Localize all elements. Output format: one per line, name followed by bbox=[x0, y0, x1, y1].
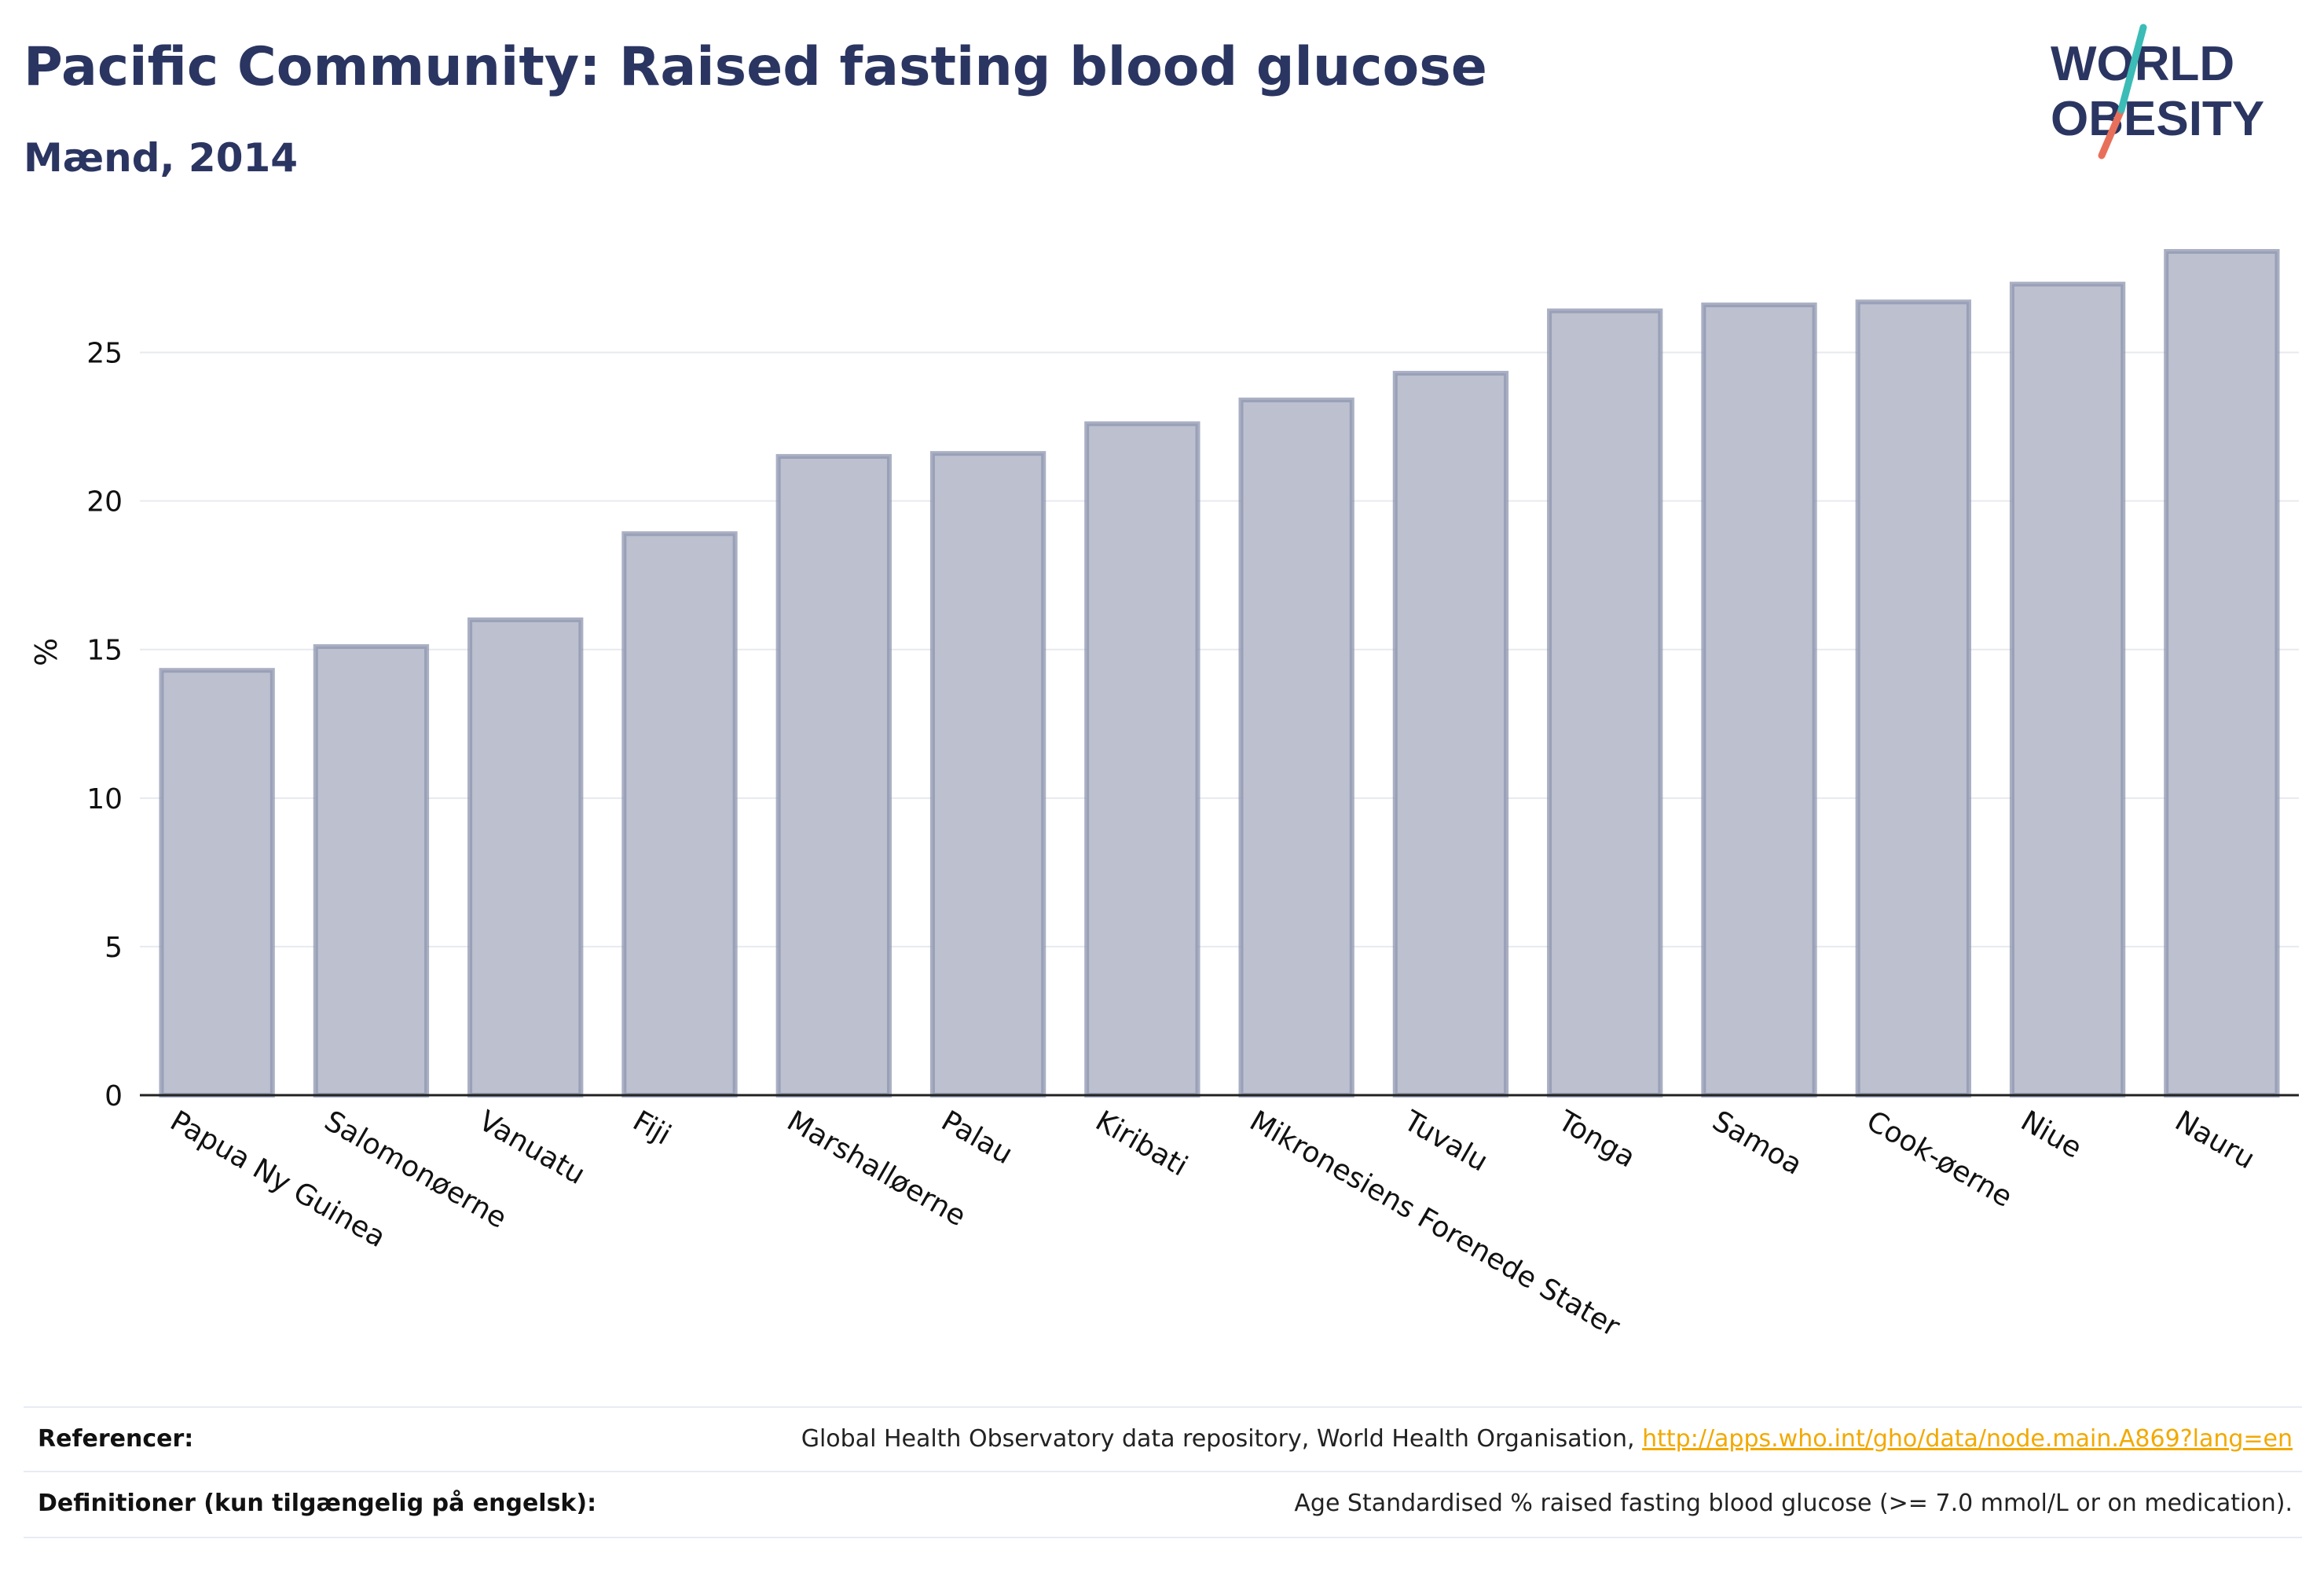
x-tick-label: Palau bbox=[936, 1105, 1018, 1171]
bar[interactable] bbox=[1701, 302, 1817, 1098]
logo-line2: OBESITY bbox=[2051, 92, 2264, 146]
bar[interactable] bbox=[2009, 281, 2126, 1098]
chart-title: Pacific Community: Raised fasting blood … bbox=[24, 36, 1487, 98]
y-axis-label: % bbox=[29, 638, 64, 666]
x-tick-label: Niue bbox=[2015, 1105, 2087, 1164]
bar[interactable] bbox=[313, 643, 430, 1098]
bar[interactable] bbox=[2164, 249, 2280, 1098]
bars bbox=[159, 249, 2280, 1098]
grid-lines bbox=[140, 351, 2299, 947]
definitions-row: Definitioner (kun tilgængelig på engelsk… bbox=[24, 1471, 2302, 1538]
bar[interactable] bbox=[1238, 398, 1354, 1098]
bar[interactable] bbox=[1855, 299, 1971, 1098]
references-label: Referencer: bbox=[38, 1425, 194, 1453]
definitions-text: Age Standardised % raised fasting blood … bbox=[1294, 1490, 2293, 1517]
x-tick-label: Fiji bbox=[628, 1105, 676, 1152]
references-text: Global Health Observatory data repositor… bbox=[801, 1425, 1635, 1453]
definitions-label: Definitioner (kun tilgængelig på engelsk… bbox=[38, 1490, 597, 1517]
y-tick-label: 5 bbox=[104, 932, 123, 964]
bar[interactable] bbox=[621, 531, 738, 1098]
bar[interactable] bbox=[1547, 308, 1663, 1098]
x-tick-label: Tuvalu bbox=[1398, 1105, 1493, 1178]
chart-subtitle: Mænd, 2014 bbox=[24, 135, 299, 181]
y-tick-label: 0 bbox=[104, 1080, 123, 1112]
x-tick-label: Samoa bbox=[1707, 1105, 1808, 1182]
y-tick-label: 15 bbox=[86, 635, 123, 667]
y-tick-label: 25 bbox=[86, 338, 123, 370]
world-obesity-logo: WORLD OBESITY bbox=[2051, 24, 2264, 159]
bar[interactable] bbox=[159, 668, 275, 1098]
x-tick-label: Vanuatu bbox=[473, 1105, 590, 1191]
bar[interactable] bbox=[1084, 421, 1200, 1098]
bar[interactable] bbox=[775, 453, 892, 1098]
references-row: Referencer: Global Health Observatory da… bbox=[24, 1406, 2302, 1472]
bar[interactable] bbox=[1392, 371, 1509, 1098]
references-link[interactable]: http://apps.who.int/gho/data/node.main.A… bbox=[1642, 1425, 2293, 1453]
logo-line1: WORLD bbox=[2051, 37, 2234, 91]
x-tick-label: Cook-øerne bbox=[1861, 1105, 2018, 1214]
x-tick-label: Tonga bbox=[1552, 1105, 1640, 1175]
bar[interactable] bbox=[467, 617, 584, 1098]
x-tick-label: Kiribati bbox=[1090, 1105, 1193, 1182]
y-tick-label: 20 bbox=[86, 486, 123, 519]
x-tick-label: Nauru bbox=[2169, 1105, 2260, 1175]
y-tick-label: 10 bbox=[86, 783, 123, 815]
references-value: Global Health Observatory data repositor… bbox=[801, 1425, 2293, 1453]
bar[interactable] bbox=[929, 451, 1047, 1098]
